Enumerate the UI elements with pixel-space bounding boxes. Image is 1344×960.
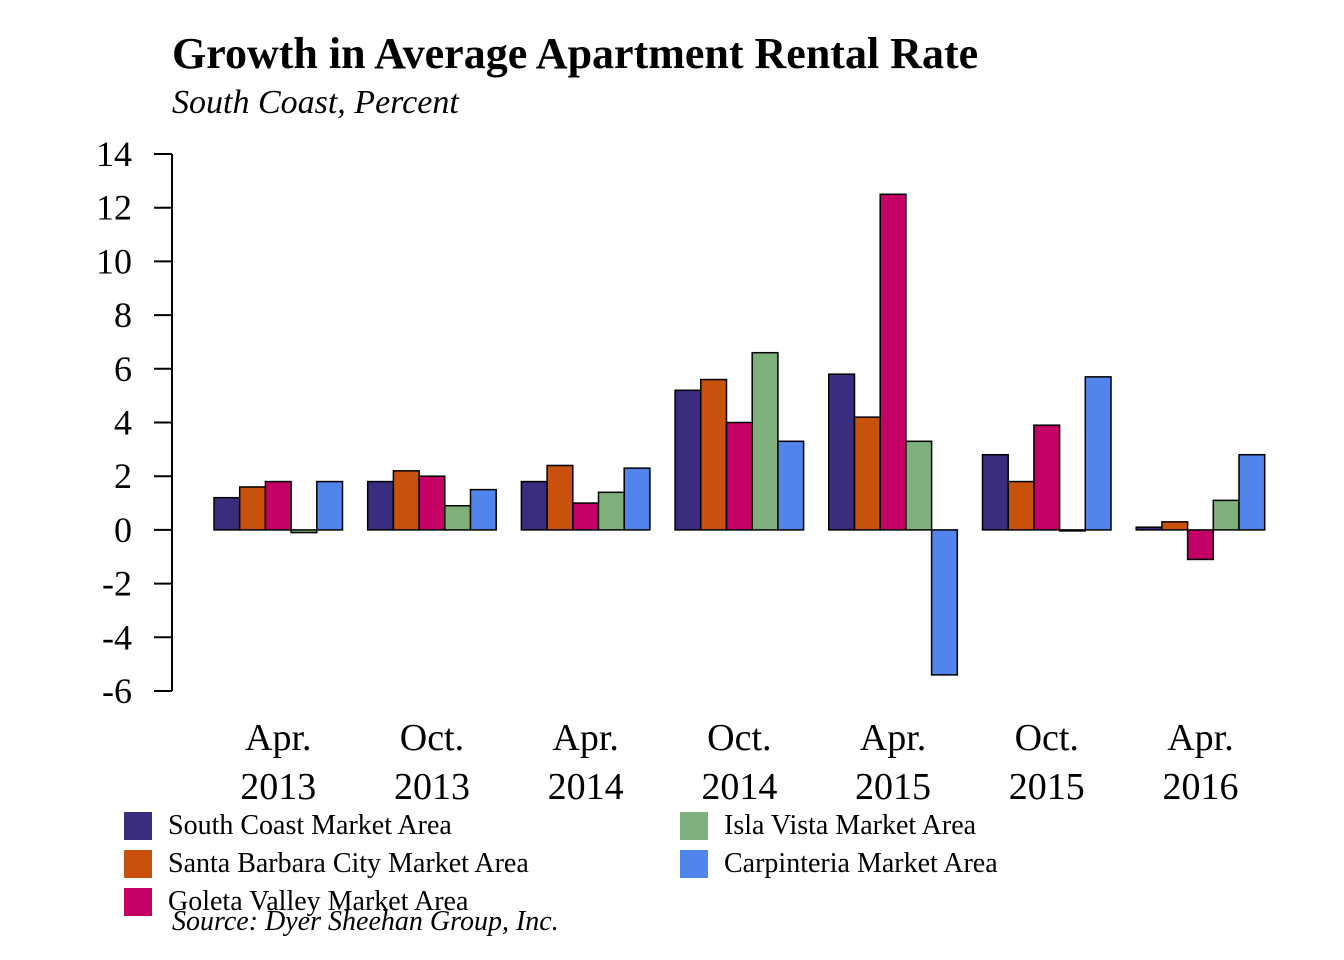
bar (1135, 526, 1163, 531)
x-tick-label: 2016 (1162, 766, 1238, 808)
bar (213, 496, 241, 531)
x-tick-label: Apr. (245, 717, 312, 759)
bar (264, 480, 292, 531)
x-tick-label: 2014 (548, 766, 624, 808)
y-tick-label: 2 (114, 456, 132, 496)
x-tick-label: Apr. (860, 717, 927, 759)
bar (1238, 453, 1266, 531)
legend-item: South Coast Market Area (124, 810, 452, 842)
bar (444, 504, 472, 531)
x-tick-label: Apr. (1167, 717, 1234, 759)
bar (700, 378, 728, 531)
y-tick-label: 0 (114, 510, 132, 550)
legend-label: Carpinteria Market Area (724, 848, 998, 879)
y-tick-label: 6 (114, 349, 132, 389)
bar (1058, 529, 1087, 532)
bar (290, 529, 318, 534)
legend-item: Carpinteria Market Area (680, 848, 998, 880)
bar (546, 464, 574, 531)
legend-swatch (124, 888, 152, 916)
y-tick-label: 4 (114, 403, 132, 443)
bar (828, 373, 856, 531)
bar (905, 440, 933, 531)
y-tick-label: 10 (96, 241, 132, 281)
x-tick-label: 2013 (394, 766, 470, 808)
legend-swatch (680, 850, 708, 878)
x-tick-label: Oct. (1015, 717, 1079, 759)
bar (1186, 529, 1215, 561)
y-tick-label: 14 (96, 134, 132, 174)
x-tick-label: 2015 (855, 766, 931, 808)
legend-label: Santa Barbara City Market Area (168, 848, 529, 879)
bar (725, 421, 753, 531)
legend-swatch (124, 850, 152, 878)
y-tick-label: -6 (102, 671, 132, 711)
bar (1161, 521, 1189, 531)
x-tick-label: 2014 (701, 766, 777, 808)
x-tick-label: Oct. (707, 717, 771, 759)
bar (597, 491, 625, 531)
bar (981, 453, 1009, 531)
bar (751, 351, 779, 531)
bar (853, 416, 881, 531)
bar (520, 480, 548, 531)
bar (1007, 480, 1035, 531)
legend-item: Santa Barbara City Market Area (124, 848, 529, 880)
bar (674, 389, 702, 531)
x-tick-label: 2013 (240, 766, 316, 808)
y-tick-label: 8 (114, 295, 132, 335)
bar (366, 480, 395, 531)
bar (1212, 499, 1240, 531)
bar (623, 467, 651, 531)
source-note: Source: Dyer Sheehan Group, Inc. (172, 906, 559, 937)
chart-subtitle: South Coast, Percent (172, 84, 459, 121)
legend-label: Isla Vista Market Area (724, 810, 977, 841)
chart-title: Growth in Average Apartment Rental Rate (172, 29, 979, 78)
bar (1084, 376, 1112, 531)
bar (930, 529, 959, 676)
bar (1033, 424, 1061, 531)
bar (469, 488, 497, 531)
legend-label: South Coast Market Area (168, 810, 452, 841)
bar (238, 486, 267, 531)
y-tick-label: -4 (102, 617, 132, 657)
bar (418, 475, 446, 531)
legend-item: Goleta Valley Market Area (124, 886, 468, 918)
x-tick-label: 2015 (1009, 766, 1085, 808)
legend-swatch (680, 812, 708, 840)
bar (316, 480, 344, 531)
y-tick-label: 12 (96, 188, 132, 228)
bar (392, 470, 420, 531)
x-tick-label: Apr. (552, 717, 619, 759)
bar (879, 193, 907, 531)
legend-swatch (124, 812, 152, 840)
y-tick-label: -2 (102, 564, 132, 604)
bar (777, 440, 805, 531)
bar (572, 502, 600, 531)
x-tick-label: Oct. (400, 717, 464, 759)
legend-label: Goleta Valley Market Area (168, 886, 469, 917)
legend-item: Isla Vista Market Area (680, 810, 976, 842)
